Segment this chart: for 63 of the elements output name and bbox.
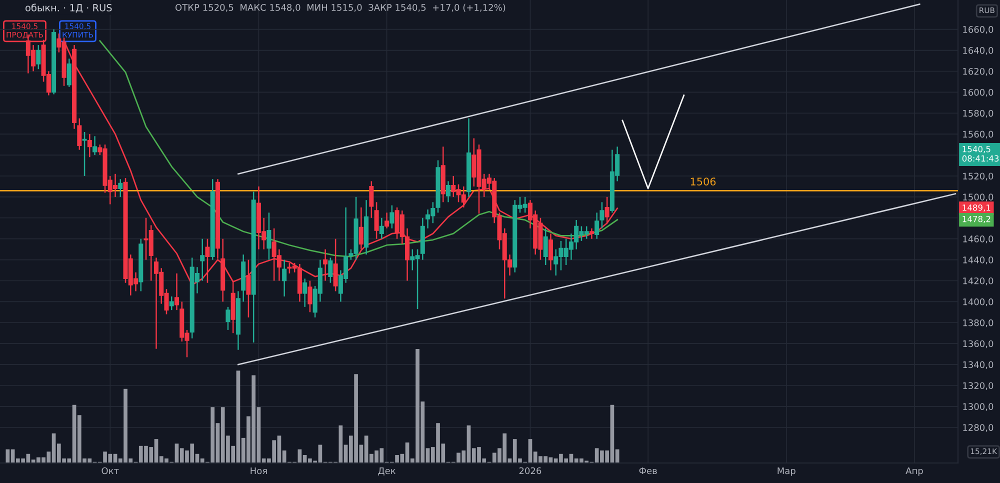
- y-tick-label: 1640,0: [963, 47, 994, 55]
- candlestick: [589, 228, 594, 240]
- y-tick-label: 1440,0: [963, 256, 994, 264]
- y-tick-label: 1420,0: [963, 277, 994, 286]
- candlestick: [548, 232, 553, 271]
- x-tick-label: Мар: [778, 467, 796, 476]
- candlestick: [82, 131, 87, 177]
- candlestick: [379, 217, 384, 240]
- y-tick-label: 1280,0: [963, 424, 994, 432]
- candlestick: [369, 180, 374, 219]
- candlestick: [118, 178, 123, 198]
- x-tick-label: Дек: [378, 467, 396, 476]
- candlestick: [328, 257, 333, 284]
- candlestick: [374, 202, 379, 240]
- candlestick: [66, 58, 72, 88]
- annotation: 1478,2: [962, 216, 990, 224]
- y-tick-label: 1320,0: [963, 382, 994, 390]
- x-tick-label: Ноя: [250, 467, 267, 474]
- line-series: [99, 40, 618, 258]
- chart-subtitle: ОТКР 1520,5 МАКС 1548,0 МИН 1515,0 ЗАКР 1540,5 +17,0 (+1,12%): [176, 4, 506, 12]
- ref-line-label: 1506: [690, 178, 716, 186]
- y-tick-label: 1600,0: [963, 88, 994, 97]
- y-tick-label: 1380,0: [963, 319, 994, 328]
- candlestick: [200, 238, 205, 282]
- candlestick: [390, 204, 394, 229]
- y-tick-label: 1660,0: [963, 26, 994, 34]
- candlestick: [266, 212, 272, 260]
- candlestick: [308, 280, 312, 313]
- candlestick: [600, 202, 604, 229]
- candlestick: [282, 259, 287, 298]
- candlestick: [77, 118, 82, 150]
- annotation: 1540,5 08:41:43: [962, 146, 999, 162]
- y-tick-label: 1520,0: [963, 172, 994, 180]
- candlestick: [174, 272, 180, 311]
- candlestick: [543, 228, 548, 266]
- candlestick: [302, 278, 308, 308]
- annotation: 1489,1: [962, 204, 990, 212]
- y-tick-label: 1620,0: [963, 68, 994, 76]
- x-tick-label: 2026: [519, 467, 542, 474]
- y-tick-label: 1580,0: [963, 110, 994, 118]
- x-tick-label: Апр: [906, 467, 923, 476]
- candlestick: [36, 44, 41, 70]
- candlestick: [92, 136, 98, 156]
- chart-title: обыкн. · 1Д · RUS: [26, 4, 112, 13]
- y-tick-label: 1340,0: [963, 361, 994, 370]
- y-tick-label: 1460,0: [963, 236, 994, 244]
- candlestick: [323, 248, 328, 282]
- candlestick: [87, 133, 92, 158]
- x-tick-label: Фев: [639, 467, 657, 474]
- candlestick: [358, 206, 364, 250]
- candlestick: [226, 306, 230, 331]
- y-tick-label: 1500,0: [963, 194, 994, 202]
- y-tick-label: 1400,0: [963, 298, 994, 306]
- candlestick: [594, 212, 600, 240]
- candlestick: [384, 212, 390, 229]
- x-tick-label: Окт: [102, 467, 119, 474]
- candlestick: [604, 196, 610, 224]
- candlestick: [169, 296, 174, 311]
- candlestick: [205, 238, 210, 284]
- y-tick-label: 1360,0: [963, 340, 994, 348]
- candlestick: [446, 180, 451, 203]
- y-tick-label: 1560,0: [963, 130, 994, 139]
- y-tick-label: 1300,0: [963, 403, 994, 411]
